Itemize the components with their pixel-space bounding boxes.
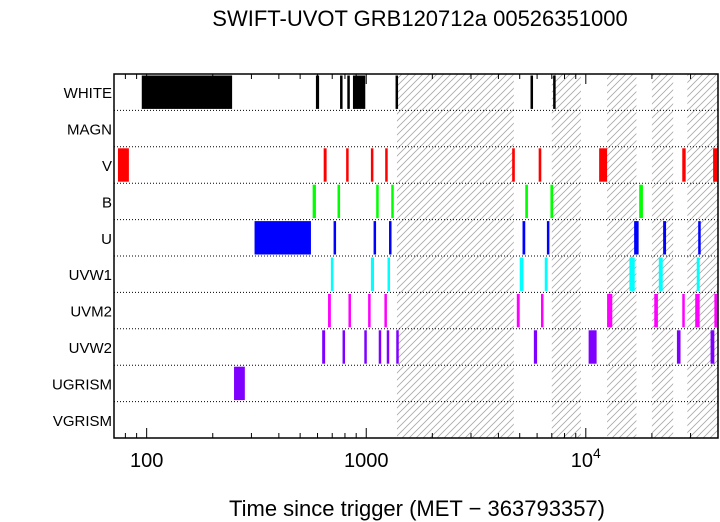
segment-u-4 [522,221,526,255]
segment-uvm2-9 [695,293,700,328]
segment-u-8 [698,221,701,255]
segment-v-8 [682,148,686,182]
segment-v-3 [370,148,374,182]
segment-uvw2-1 [342,330,346,364]
segment-b-5 [550,184,554,219]
row-label-white: WHITE [64,85,112,102]
segment-uvm2-10 [714,293,718,328]
row-labels-group: WHITE MAGN V B U UVW1 UVM2 UVW2 UGRISM VGRISM [52,85,112,430]
segment-u-5 [546,221,550,255]
segment-v-4 [385,148,388,182]
segment-v-2 [346,148,349,182]
segment-uvw1-4 [544,257,548,291]
segment-u-6 [634,221,639,255]
segment-white-4 [352,75,366,109]
segment-uvw1-3 [519,257,524,291]
segment-uvw2-4 [386,330,390,364]
segment-b-4 [525,184,528,219]
segment-white-7 [553,75,556,109]
segment-ugrism-0 [234,366,245,401]
row-label-uvw1: UVW1 [69,267,112,284]
segment-white-2 [340,75,343,109]
segment-uvw2-0 [322,330,326,364]
row-label-uvw2: UVW2 [69,340,112,357]
segment-uvm2-7 [654,293,658,328]
segment-uvw2-2 [364,330,367,364]
segment-uvw1-6 [658,257,663,291]
shaded-interval-3 [651,74,674,438]
segment-u-2 [373,221,377,255]
segment-v-0 [117,148,129,182]
segment-v-1 [323,148,327,182]
plot-frame [113,73,719,439]
row-label-ugrism: UGRISM [52,376,112,393]
shaded-interval-0 [396,74,514,438]
segment-uvw2-6 [533,330,538,364]
segment-uvm2-8 [682,293,685,328]
saa-shading-group [396,74,718,438]
x-tick-label-0: 100 [130,450,163,472]
segment-uvm2-6 [607,293,613,328]
segment-u-0 [254,221,311,255]
x-tick-label-2: 104 [571,445,601,472]
segment-uvw2-3 [378,330,382,364]
segment-uvw1-1 [370,257,375,291]
segment-white-0 [141,75,233,109]
exposure-segments-group [117,75,718,401]
segment-uvw2-5 [396,330,399,364]
segment-uvw2-8 [676,330,681,364]
segment-uvm2-5 [540,293,544,328]
chart-title: SWIFT-UVOT GRB120712a 00526351000 [212,6,627,31]
segment-uvw2-9 [710,330,715,364]
segment-white-6 [530,75,534,109]
segment-v-6 [538,148,542,182]
row-label-vgrism: VGRISM [53,413,112,430]
segment-white-5 [395,75,399,109]
segment-v-9 [713,148,718,182]
segment-uvw1-2 [387,257,391,291]
segment-b-1 [337,184,341,219]
segment-v-5 [512,148,515,182]
x-axis-label: Time since trigger (MET − 363793357) [229,496,605,521]
segment-uvw1-0 [330,257,334,291]
segment-v-7 [599,148,608,182]
segment-uvw1-5 [629,257,635,291]
segment-b-6 [639,184,643,219]
x-tick-label-1: 1000 [344,450,389,472]
segment-uvm2-2 [368,293,371,328]
x-ticks-group: 100 1000 104 [124,74,719,472]
row-label-magn: MAGN [67,122,112,139]
row-label-uvm2: UVM2 [70,304,112,321]
row-label-b: B [102,194,112,211]
segment-b-0 [312,184,316,219]
segment-uvm2-0 [328,293,331,328]
segment-uvm2-4 [516,293,520,328]
segment-white-1 [315,75,320,109]
segment-uvm2-3 [384,293,387,328]
segment-b-2 [376,184,379,219]
row-label-u: U [101,231,112,248]
segment-white-3 [347,75,350,109]
segment-u-7 [663,221,667,255]
segment-b-3 [391,184,394,219]
segment-u-1 [333,221,337,255]
segment-u-3 [389,221,392,255]
row-label-v: V [102,158,112,175]
segment-uvw2-7 [588,330,597,364]
segment-uvm2-1 [348,293,351,328]
segment-uvw1-7 [696,257,700,291]
